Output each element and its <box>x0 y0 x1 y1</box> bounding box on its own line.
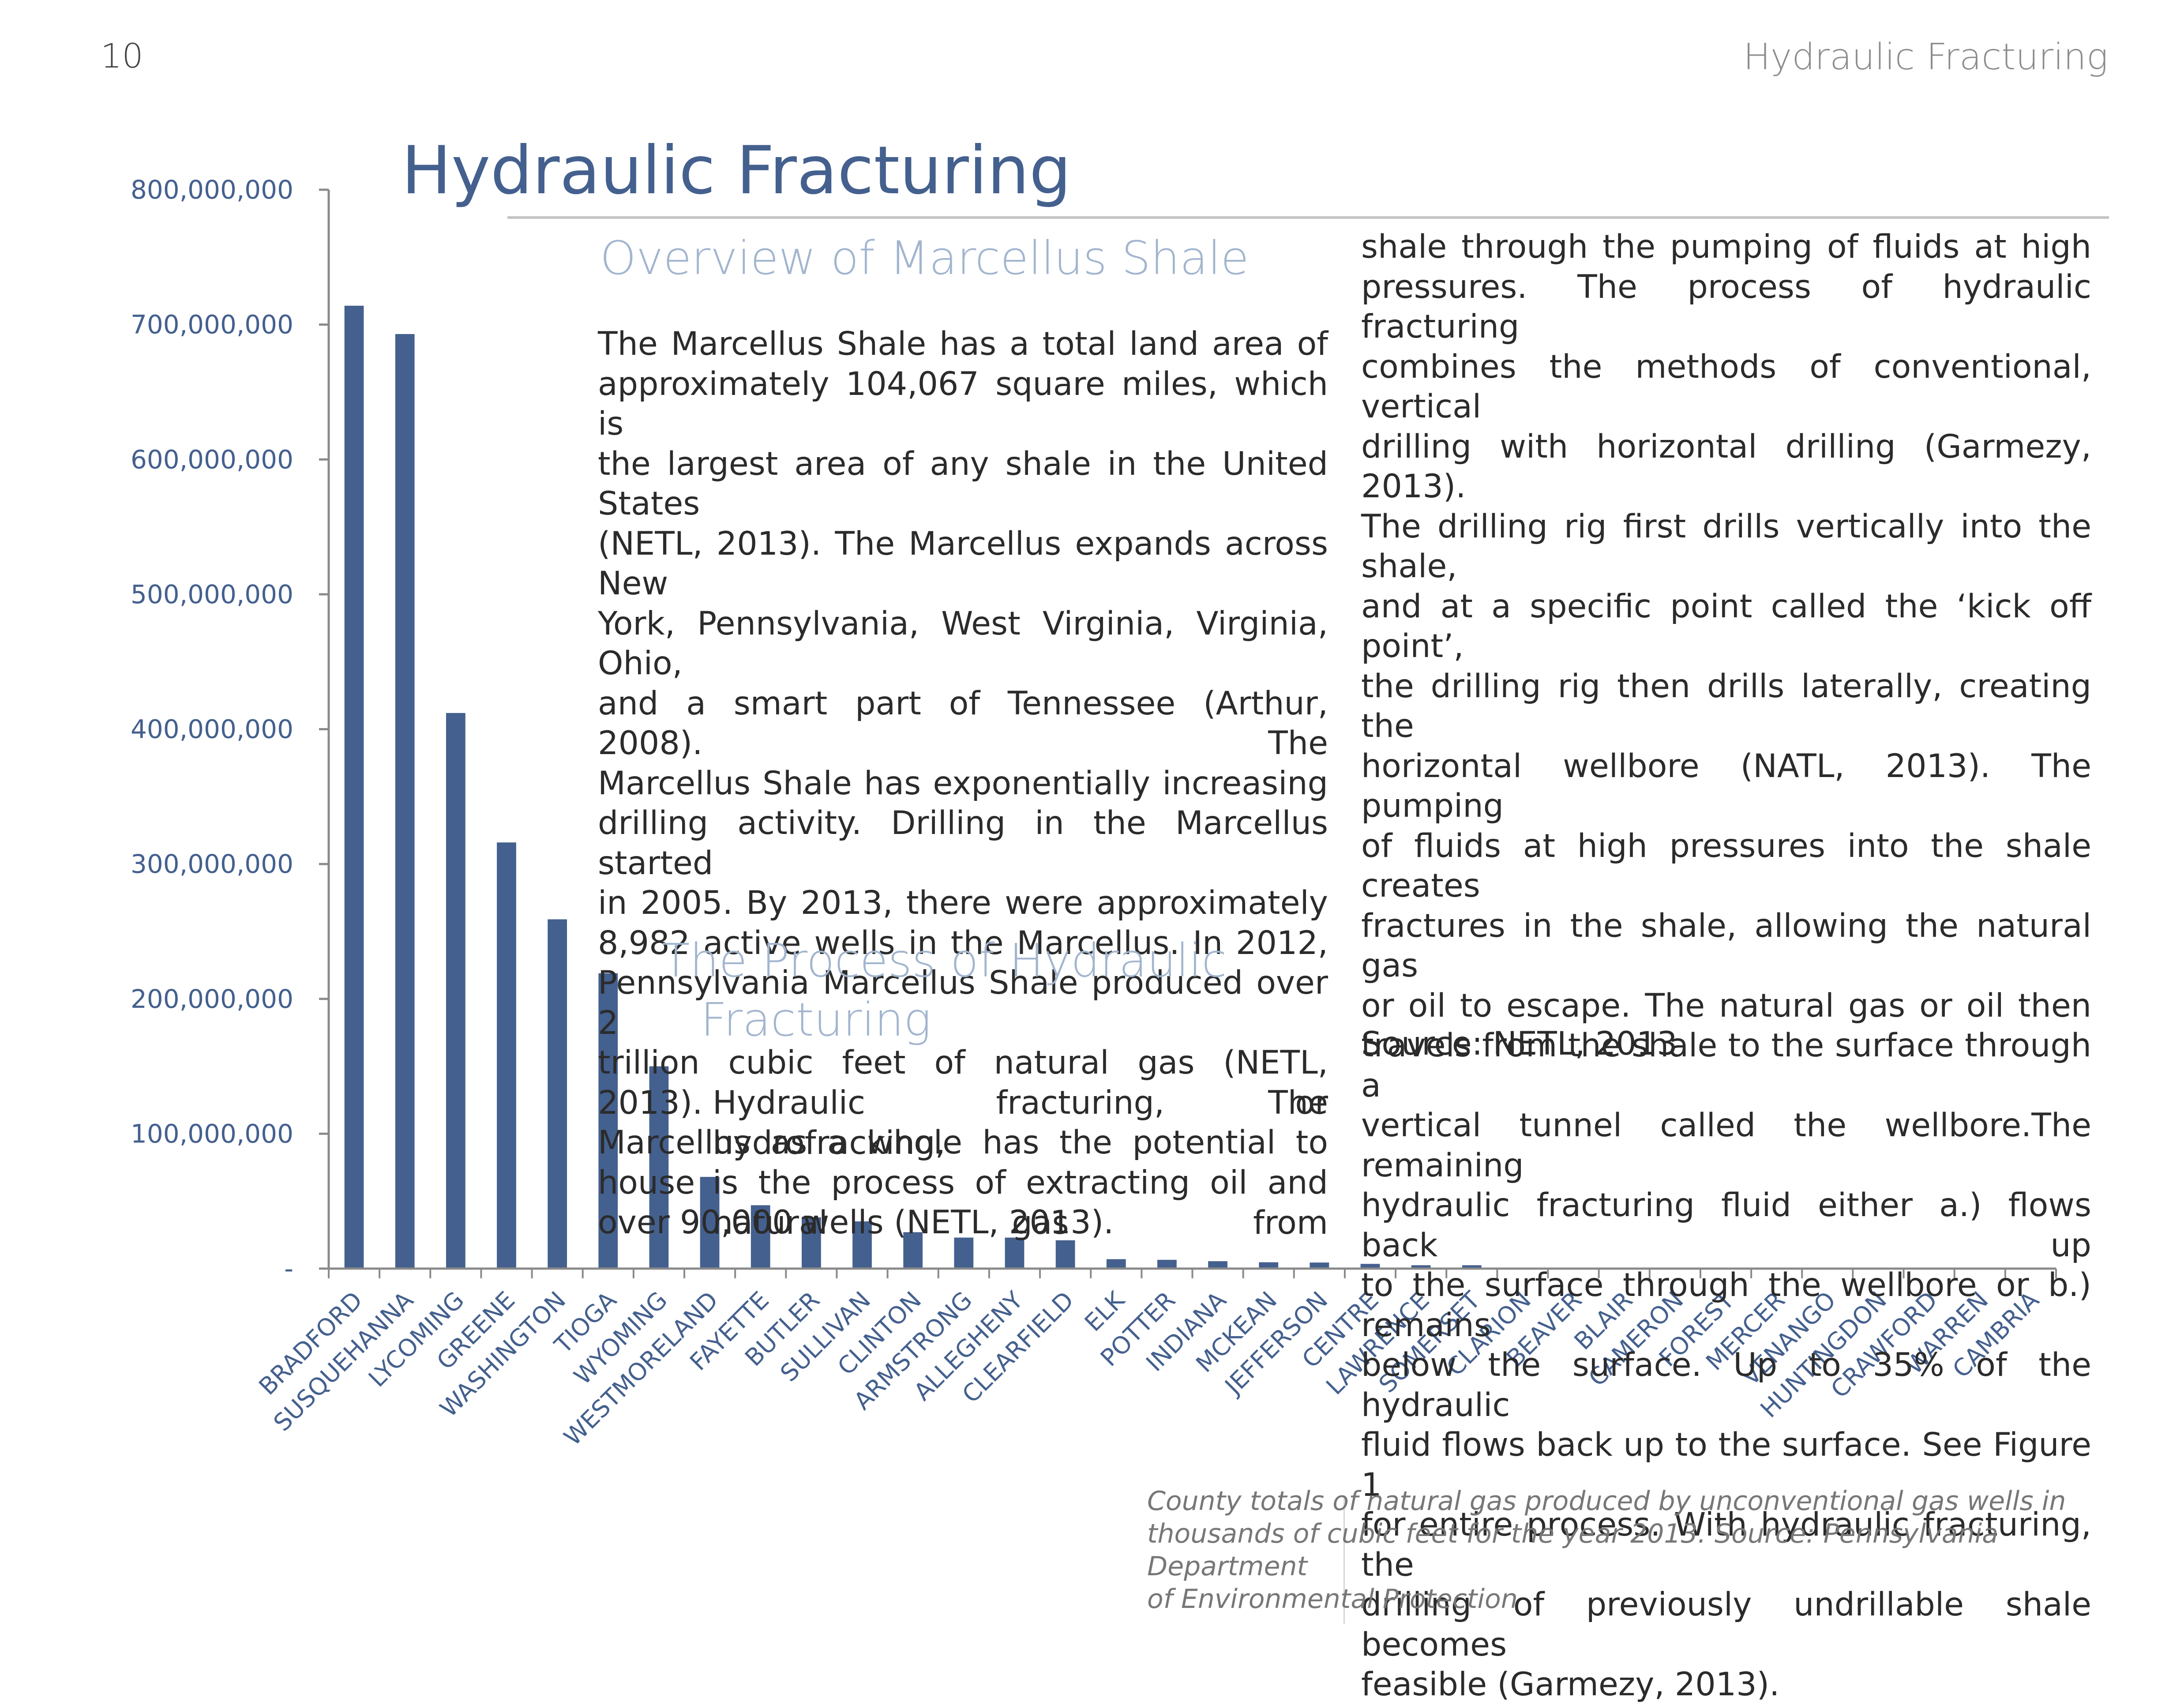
bar <box>954 1237 974 1269</box>
process-paragraph: Hydraulic fracturing, or hydrofracking, … <box>713 1083 1328 1243</box>
y-tick-label: - <box>284 1254 293 1284</box>
overview-line: in 2005. By 2013, there were approximate… <box>598 884 1328 922</box>
right-line: The drilling rig first drills vertically… <box>1361 507 2091 586</box>
bar <box>700 1177 720 1269</box>
right-line: fluid flows back up to the surface. See … <box>1361 1426 2091 1504</box>
bar <box>497 842 516 1269</box>
right-line: or oil to escape. The natural gas or oil… <box>1361 987 2091 1025</box>
running-header: Hydraulic Fracturing <box>1743 36 2108 78</box>
y-tick-label: 700,000,000 <box>131 310 293 340</box>
process-heading-line: The Process of Hydraulic <box>662 934 1227 988</box>
process-heading-line: Fracturing <box>701 993 931 1047</box>
caption-divider <box>1343 1496 1345 1624</box>
page-title: Hydraulic Fracturing <box>402 132 1071 209</box>
overview-heading: Overview of Marcellus Shale <box>600 231 1249 285</box>
overview-line: approximately 104,067 square miles, whic… <box>598 365 1328 443</box>
overview-line: York, Pennsylvania, West Virginia, Virgi… <box>598 605 1328 683</box>
y-tick-label: 800,000,000 <box>131 175 293 205</box>
y-tick-label: 300,000,000 <box>131 849 293 879</box>
right-line: hydraulic fracturing fluid either a.) fl… <box>1361 1187 2091 1264</box>
overview-line: the largest area of any shale in the Uni… <box>598 445 1328 523</box>
right-line: horizontal wellbore (NATL, 2013). The pu… <box>1361 747 2091 825</box>
overview-line: 8,982 active wells in the Marcellus. In … <box>598 924 1328 962</box>
right-line: below the surface. Up to 35% of the hydr… <box>1361 1346 2091 1424</box>
right-line: feasible (Garmezy, 2013). <box>1361 1666 1780 1703</box>
overview-line: (NETL, 2013). The Marcellus expands acro… <box>598 525 1328 603</box>
bar <box>344 305 364 1269</box>
bar <box>649 1066 669 1269</box>
overview-line: over 90,000 wells (NETL, 2013). <box>598 1204 1114 1241</box>
right-line: vertical tunnel called the wellbore.The … <box>1361 1107 2091 1184</box>
overview-line: drilling activity. Drilling in the Marce… <box>598 804 1328 882</box>
right-line: combines the methods of conventional, ve… <box>1361 348 2091 426</box>
bar <box>548 919 567 1269</box>
right-line: shale through the pumping of fluids at h… <box>1361 228 2091 266</box>
bar <box>1259 1262 1279 1269</box>
process-line: is the process of extracting oil and <box>713 1164 1328 1202</box>
y-tick-label: 400,000,000 <box>131 714 293 744</box>
chart-bars <box>344 305 2041 1269</box>
bar <box>1208 1261 1227 1269</box>
overview-line: Pennsylvania Marcellus Shale produced ov… <box>598 964 1328 1042</box>
title-divider <box>507 216 2109 219</box>
overview-line: Marcellus Shale has exponentially increa… <box>598 764 1328 802</box>
overview-line: The Marcellus Shale has a total land are… <box>598 325 1328 363</box>
bar <box>446 713 465 1269</box>
bar <box>903 1232 923 1269</box>
process-line: natural gas from <box>713 1204 1328 1242</box>
bar <box>1411 1265 1431 1269</box>
right-line: for entire process. With hydraulic fract… <box>1361 1506 2091 1584</box>
y-axis-ticks: 800,000,000 700,000,000 600,000,000 500,000… <box>131 175 329 1284</box>
source-note: Source: NETL, 2013 <box>1361 1025 1677 1063</box>
overview-line: and a smart part of Tennessee (Arthur, 2… <box>598 684 1328 762</box>
y-tick-label: 200,000,000 <box>131 984 293 1014</box>
right-line: of fluids at high pressures into the sha… <box>1361 827 2091 905</box>
right-line: the drilling rig then drills laterally, … <box>1361 667 2091 745</box>
chart-caption: County totals of natural gas produced by… <box>1147 1485 2109 1615</box>
bar <box>1310 1262 1329 1269</box>
bar <box>1005 1237 1024 1269</box>
bar <box>852 1221 872 1269</box>
right-line: fractures in the shale, allowing the nat… <box>1361 907 2091 985</box>
bar <box>1055 1240 1075 1269</box>
bar <box>598 973 618 1269</box>
right-line: pressures. The process of hydraulic frac… <box>1361 268 2091 346</box>
caption-line: County totals of natural gas produced by… <box>1147 1486 2066 1517</box>
bar <box>1106 1259 1126 1269</box>
y-tick-label: 100,000,000 <box>131 1119 293 1149</box>
process-line: Hydraulic fracturing, or hydrofracking, <box>713 1084 1328 1162</box>
overview-line: Marcellus as a whole has the potential t… <box>598 1124 1328 1202</box>
caption-line: of Environmental Protection <box>1147 1584 1518 1615</box>
bar <box>1462 1265 1482 1269</box>
overview-paragraph: The Marcellus Shale has a total land are… <box>598 324 1328 1243</box>
bar <box>1360 1264 1380 1269</box>
right-line: drilling with horizontal drilling (Garme… <box>1361 428 2091 506</box>
page-number: 10 <box>101 36 143 75</box>
overview-line: trillion cubic feet of natural gas (NETL… <box>598 1044 1328 1122</box>
process-paragraph-continued: shale through the pumping of fluids at h… <box>1361 227 2091 1705</box>
caption-line: thousands of cubic feet for the year 201… <box>1147 1518 1998 1582</box>
right-line: to the surface through the wellbore or b… <box>1361 1266 2091 1344</box>
bar <box>802 1217 821 1269</box>
y-tick-label: 500,000,000 <box>131 579 293 609</box>
right-line: and at a specific point called the ‘kick… <box>1361 587 2091 665</box>
right-line: drilling of previously undrillable shale… <box>1361 1586 2091 1664</box>
bar <box>751 1205 770 1269</box>
bar <box>1157 1260 1177 1269</box>
process-heading: The Process of Hydraulic Fracturing <box>662 931 1227 1049</box>
bar <box>395 334 415 1269</box>
y-tick-label: 600,000,000 <box>131 444 293 474</box>
right-line: travels from the shale to the surface th… <box>1361 1027 2091 1104</box>
